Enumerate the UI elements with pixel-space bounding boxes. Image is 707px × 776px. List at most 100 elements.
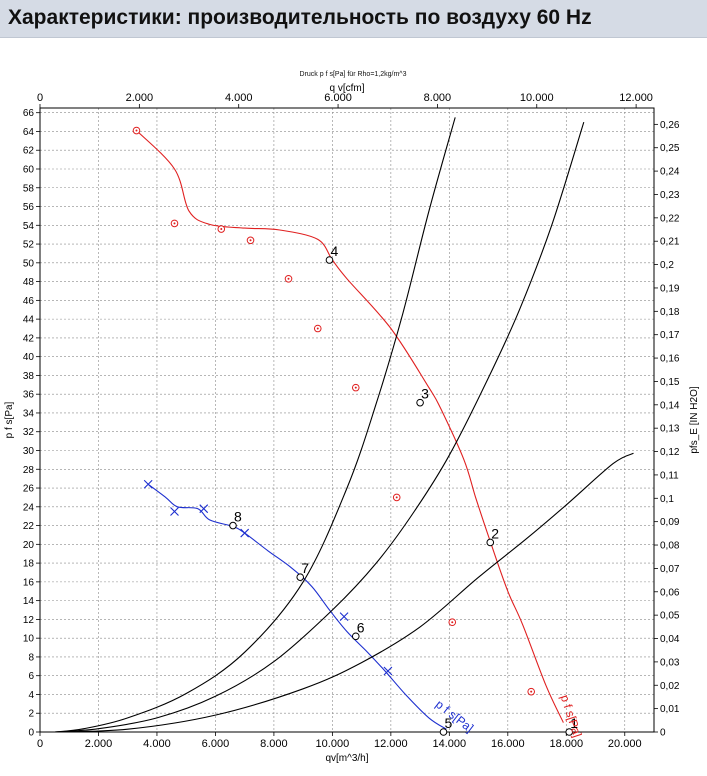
y-left-tick-label: 46: [23, 296, 35, 307]
y-right-axis-label: pfs_E [IN H2O]: [689, 386, 700, 453]
operating-point-label: 7: [301, 560, 309, 576]
x-top-tick-label: 2.000: [126, 92, 154, 104]
y-right-tick-label: 0,23: [660, 190, 680, 201]
y-right-tick-label: 0,21: [660, 237, 680, 248]
y-right-tick-label: 0,03: [660, 657, 680, 668]
y-left-tick-label: 22: [23, 521, 35, 532]
operating-point-label: 2: [491, 525, 499, 541]
y-left-tick-label: 54: [23, 221, 35, 232]
series-1-marker-dot: [530, 690, 533, 693]
x-bottom-tick-label: 8.000: [260, 738, 288, 750]
y-right-tick-label: 0,14: [660, 400, 680, 411]
x-top-tick-label: 10.000: [520, 92, 554, 104]
operating-point-marker: [416, 398, 424, 407]
series-line-5: [54, 452, 634, 733]
operating-point-label: 4: [330, 243, 338, 259]
y-right-tick-label: 0,18: [660, 307, 680, 318]
x-bottom-axis-label: qv[m^3/h]: [325, 753, 368, 764]
series-1-marker-dot: [354, 386, 357, 389]
y-right-tick-label: 0,06: [660, 587, 680, 598]
y-left-tick-label: 32: [23, 427, 35, 438]
operating-point-marker: [486, 538, 495, 547]
y-left-tick-label: 10: [23, 634, 35, 645]
series-2-marker: [383, 666, 393, 676]
y-right-tick-label: 0,01: [660, 704, 680, 715]
x-bottom-tick-label: 10.000: [316, 738, 350, 750]
series-1-marker-dot: [451, 621, 454, 624]
x-top-tick-label: 8.000: [424, 92, 452, 104]
y-left-tick-label: 4: [28, 690, 34, 701]
y-left-tick-label: 8: [28, 652, 34, 663]
operating-point-label: 5: [444, 715, 452, 731]
y-left-tick-label: 28: [23, 465, 35, 476]
series-2-marker: [170, 507, 179, 516]
operating-point-label: 1: [570, 715, 578, 731]
operating-point-marker: [325, 256, 334, 264]
page-title: Характеристики: производительность по во…: [8, 6, 592, 29]
x-bottom-tick-label: 18.000: [549, 738, 583, 750]
x-top-tick-label: 6.000: [324, 92, 352, 104]
header-bar: Характеристики: производительность по во…: [0, 0, 707, 38]
series-1-marker-dot: [395, 496, 398, 499]
y-right-tick-label: 0,13: [660, 424, 680, 435]
y-right-tick-label: 0,17: [660, 330, 680, 341]
operating-point-marker: [439, 728, 448, 736]
series-2-marker: [199, 504, 209, 514]
y-left-tick-label: 20: [23, 540, 35, 551]
y-left-tick-label: 18: [23, 559, 35, 570]
y-left-tick-label: 16: [23, 577, 35, 588]
x-bottom-tick-label: 16.000: [491, 738, 525, 750]
y-right-tick-label: 0,22: [660, 213, 680, 224]
y-right-tick-label: 0,16: [660, 354, 680, 365]
y-right-tick-label: 0,25: [660, 143, 680, 154]
y-left-tick-label: 12: [23, 615, 35, 626]
y-right-tick-label: 0,15: [660, 377, 680, 388]
y-right-tick-label: 0,12: [660, 447, 680, 458]
chart-grid: [39, 108, 654, 733]
x-top-tick-label: 0: [37, 92, 43, 104]
y-left-tick-label: 14: [23, 596, 35, 607]
series-1-marker-dot: [135, 129, 138, 132]
y-right-tick-label: 0,08: [660, 541, 680, 552]
y-left-tick-label: 64: [23, 127, 35, 138]
y-right-tick-label: 0,09: [660, 517, 680, 528]
x-bottom-tick-label: 0: [37, 738, 43, 750]
series-2-marker: [143, 479, 153, 489]
series-1-marker-dot: [287, 277, 290, 280]
series-1-marker-dot: [220, 228, 223, 231]
x-bottom-tick-label: 2.000: [85, 738, 113, 750]
operating-point-label: 6: [357, 619, 365, 635]
y-left-tick-label: 38: [23, 371, 35, 382]
series-line-4: [54, 121, 585, 733]
y-right-tick-label: 0,05: [660, 611, 680, 622]
y-left-tick-label: 44: [23, 315, 35, 326]
x-top-axis-label: q v[cfm]: [329, 83, 364, 94]
y-left-tick-label: 56: [23, 202, 35, 213]
series-1-marker-dot: [249, 239, 252, 242]
x-bottom-tick-label: 14.000: [433, 738, 467, 750]
x-bottom-tick-label: 4.000: [143, 738, 171, 750]
y-left-tick-label: 30: [23, 446, 35, 457]
y-right-tick-label: 0,24: [660, 167, 680, 178]
operating-point-marker: [351, 632, 360, 641]
y-right-tick-label: 0,26: [660, 120, 680, 131]
y-right-tick-label: 0,04: [660, 634, 680, 645]
y-left-tick-label: 0: [28, 728, 34, 739]
series-1-marker-dot: [173, 222, 176, 225]
chart-subtitle: Druck p f s[Pa] für Rho=1,2kg/m^3: [300, 71, 407, 78]
series-line-2: [147, 483, 447, 730]
x-top-tick-label: 12.000: [619, 92, 653, 104]
y-right-tick-label: 0,19: [660, 283, 680, 294]
y-left-tick-label: 40: [23, 352, 35, 363]
y-left-tick-label: 26: [23, 484, 35, 495]
y-right-tick-label: 0,11: [660, 470, 679, 481]
y-left-axis-label: p f s[Pa]: [4, 401, 15, 438]
y-left-tick-label: 24: [23, 502, 35, 513]
series-2-marker: [240, 528, 250, 538]
chart-curves: [54, 117, 634, 733]
plot-frame: [39, 107, 655, 733]
curve-annotation: p f s[Pa]: [433, 697, 476, 735]
y-right-tick-label: 0,2: [660, 260, 674, 271]
